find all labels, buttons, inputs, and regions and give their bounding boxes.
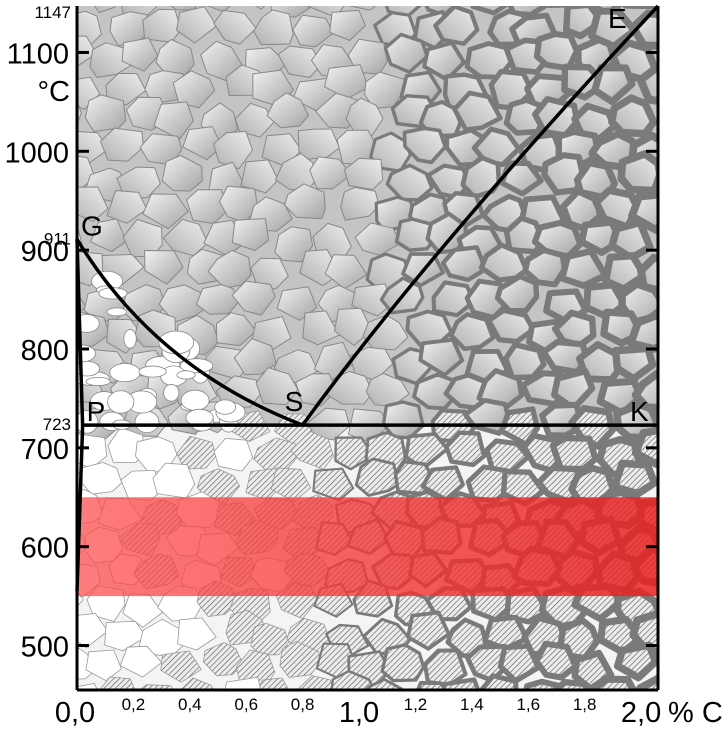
y-special-tick-label: 1147	[34, 3, 71, 22]
y-special-tick-label: 723	[43, 415, 71, 434]
y-tick-label: 700	[21, 434, 69, 466]
microstructure-texture	[77, 6, 658, 690]
x-minor-tick-label: 1,2	[404, 695, 428, 714]
y-tick-label: 600	[21, 533, 69, 565]
point-label-p: P	[87, 396, 106, 427]
x-major-tick-label: 0,0	[55, 697, 95, 729]
x-minor-tick-label: 1,4	[460, 695, 484, 714]
point-label-s: S	[285, 386, 304, 417]
point-label-k: K	[630, 396, 649, 427]
x-minor-tick-label: 0,4	[178, 695, 202, 714]
x-minor-tick-label: 1,8	[573, 695, 597, 714]
y-tick-label: 900	[21, 236, 69, 268]
point-label-g: G	[81, 210, 103, 241]
point-label-e: E	[608, 3, 627, 34]
y-axis-unit: °C	[37, 76, 70, 108]
temperature-highlight-band	[77, 497, 658, 597]
x-axis: 0,0 1,0 2,0 0,2 0,4 0,6 0,8 1,2 1,4 1,6 1,8	[55, 695, 661, 729]
y-tick-label: 800	[21, 335, 69, 367]
line-se	[301, 4, 660, 427]
x-minor-tick-label: 1,6	[516, 695, 540, 714]
y-tick-label: 1000	[4, 137, 69, 169]
x-major-tick-label: 2,0	[621, 697, 661, 729]
y-tick-label: 1100	[7, 38, 69, 70]
x-minor-tick-label: 0,6	[234, 695, 258, 714]
phase-boundary-lines	[75, 4, 660, 592]
x-axis-unit: % C	[668, 697, 723, 729]
point-labels: G P S K E	[81, 3, 649, 427]
y-axis: 500 600 700 800 900 1000 1100 1147 911 723	[4, 3, 658, 664]
x-minor-tick-label: 0,2	[122, 695, 146, 714]
x-major-tick-label: 1,0	[339, 697, 379, 729]
line-gs	[75, 238, 304, 427]
x-minor-tick-label: 0,8	[291, 695, 315, 714]
y-tick-label: 500	[21, 632, 69, 664]
y-special-tick-label: 911	[44, 229, 71, 248]
